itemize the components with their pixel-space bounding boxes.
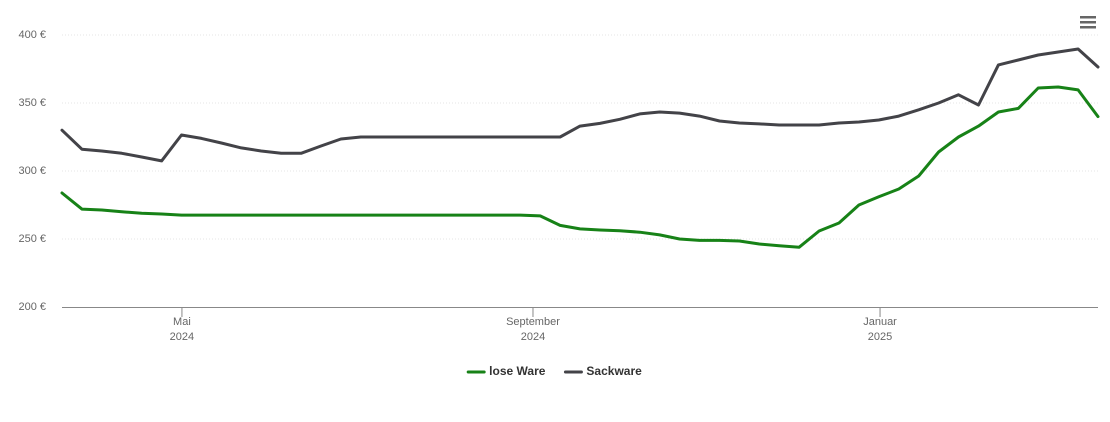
y-tick-label: 200 € [18, 301, 46, 313]
x-tick-label: Mai 2024 [169, 316, 195, 343]
x-tick-label: September 2024 [506, 316, 560, 343]
menu-bar [1080, 21, 1096, 24]
series-line [60, 85, 1100, 249]
menu-bar [1080, 16, 1096, 19]
legend-label: Sackware [586, 364, 642, 378]
menu-bar [1080, 26, 1096, 29]
series-line [60, 47, 1100, 163]
legend-label: lose Ware [489, 364, 546, 378]
legend: lose Ware Sackware [466, 364, 642, 378]
y-tick-label: 350 € [18, 97, 46, 109]
legend-item[interactable]: lose Ware [466, 364, 546, 378]
legend-item[interactable]: Sackware [563, 364, 642, 378]
y-tick-label: 250 € [18, 233, 46, 245]
y-tick-label: 400 € [18, 29, 46, 41]
x-tick-label: Januar 2025 [863, 316, 897, 343]
menu-icon[interactable] [1080, 16, 1096, 29]
y-tick-label: 300 € [18, 165, 46, 177]
